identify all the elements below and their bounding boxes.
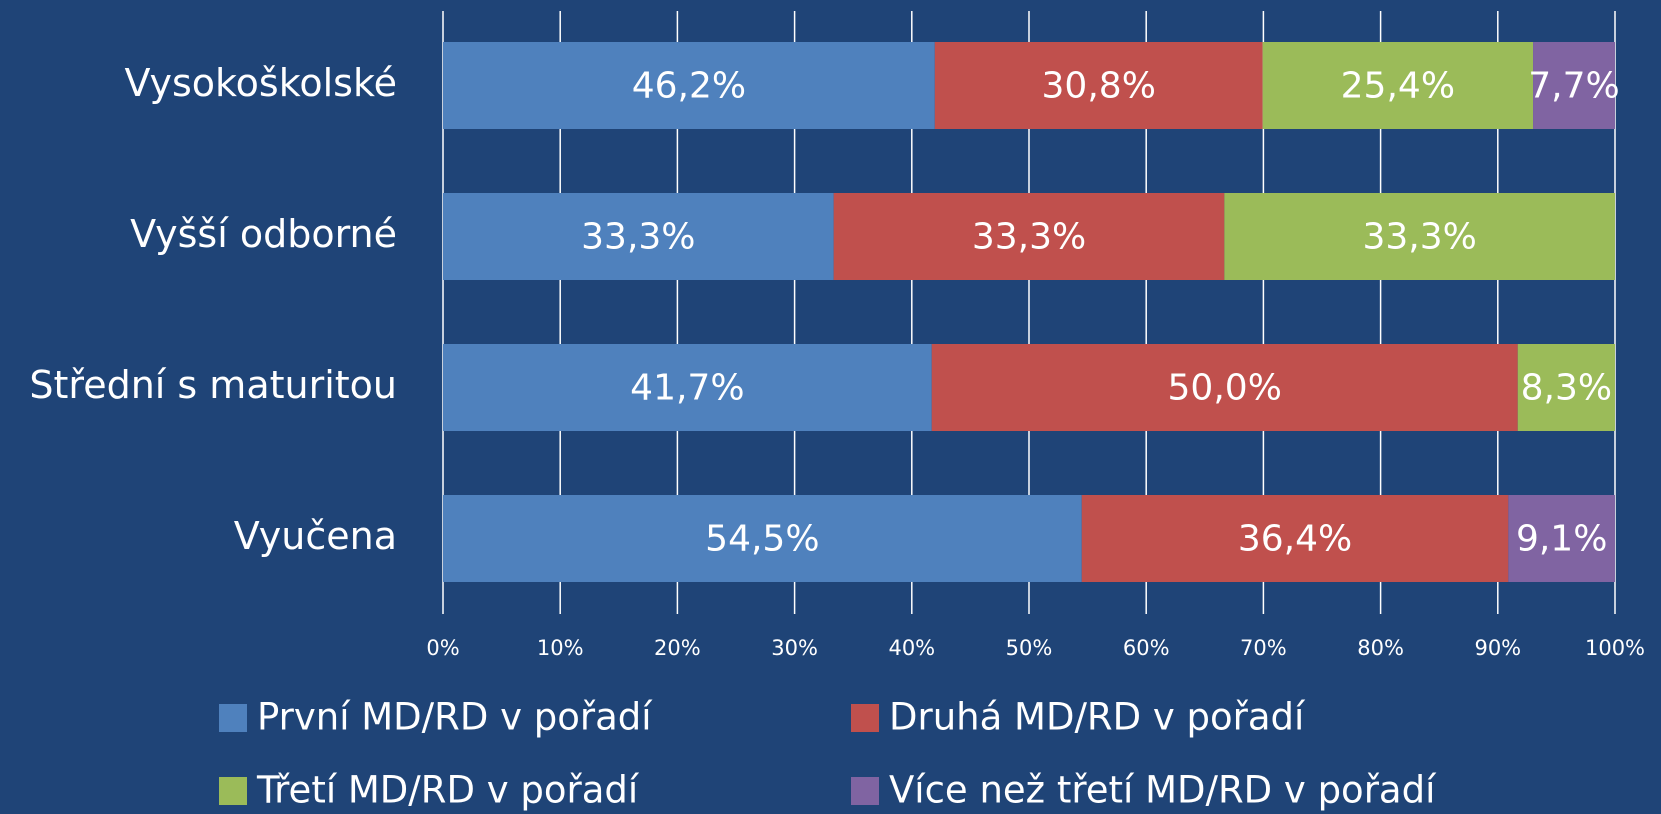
data-label: 46,2% bbox=[632, 66, 746, 107]
data-label: 30,8% bbox=[1042, 66, 1156, 107]
y-tick-label: Vysokoškolské bbox=[125, 61, 398, 105]
x-tick-label: 80% bbox=[1357, 636, 1404, 660]
bar-segment bbox=[931, 344, 1518, 431]
bar-segment bbox=[934, 42, 1263, 129]
legend-label: První MD/RD v pořadí bbox=[257, 696, 653, 739]
bar-segment bbox=[443, 495, 1082, 582]
x-tick-label: 50% bbox=[1006, 636, 1053, 660]
x-tick-label: 70% bbox=[1240, 636, 1287, 660]
legend-swatch bbox=[219, 704, 247, 732]
y-tick-label: Střední s maturitou bbox=[29, 363, 397, 407]
x-tick-label: 0% bbox=[426, 636, 459, 660]
legend-swatch bbox=[851, 777, 879, 805]
legend-label: Třetí MD/RD v pořadí bbox=[256, 769, 640, 812]
bar-segment bbox=[1508, 495, 1615, 582]
bar-segment bbox=[1533, 42, 1615, 129]
bar-segment bbox=[443, 42, 935, 129]
data-label: 41,7% bbox=[630, 368, 744, 409]
legend-label: Více než třetí MD/RD v pořadí bbox=[889, 769, 1437, 812]
data-label: 36,4% bbox=[1238, 519, 1352, 560]
bar-segment bbox=[1517, 344, 1615, 431]
data-label: 33,3% bbox=[581, 217, 695, 258]
legend-label: Druhá MD/RD v pořadí bbox=[889, 696, 1306, 739]
x-tick-label: 60% bbox=[1123, 636, 1170, 660]
data-label: 7,7% bbox=[1528, 66, 1619, 107]
x-tick-label: 10% bbox=[537, 636, 584, 660]
bar-segment bbox=[443, 344, 932, 431]
data-label: 33,3% bbox=[972, 217, 1086, 258]
x-tick-label: 40% bbox=[888, 636, 935, 660]
bar-segment bbox=[1224, 193, 1615, 280]
data-label: 54,5% bbox=[705, 519, 819, 560]
x-tick-label: 100% bbox=[1585, 636, 1645, 660]
x-tick-label: 20% bbox=[654, 636, 701, 660]
y-tick-label: Vyučena bbox=[234, 514, 397, 558]
bar-segment bbox=[1262, 42, 1534, 129]
legend-swatch bbox=[851, 704, 879, 732]
bar-segment bbox=[1081, 495, 1509, 582]
y-tick-label: Vyšší odborné bbox=[130, 212, 397, 256]
data-label: 8,3% bbox=[1521, 368, 1612, 409]
bar-segment bbox=[443, 193, 834, 280]
bar-segment bbox=[833, 193, 1225, 280]
x-tick-label: 90% bbox=[1474, 636, 1521, 660]
data-label: 33,3% bbox=[1362, 217, 1476, 258]
legend-swatch bbox=[219, 777, 247, 805]
data-label: 50,0% bbox=[1168, 368, 1282, 409]
data-label: 9,1% bbox=[1516, 519, 1607, 560]
data-label: 25,4% bbox=[1341, 66, 1455, 107]
x-tick-label: 30% bbox=[771, 636, 818, 660]
